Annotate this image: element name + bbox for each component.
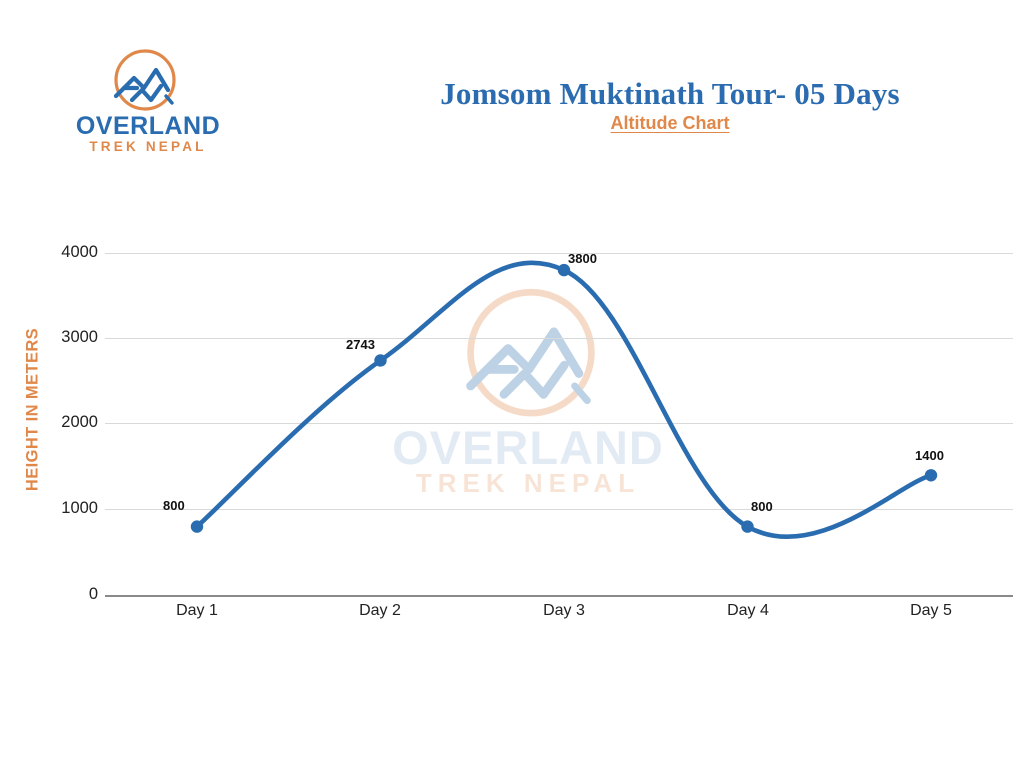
mountain-circle-icon [104, 48, 186, 120]
point-label-day-2: 2743 [346, 337, 375, 352]
x-tick-label-day-3: Day 3 [543, 602, 585, 619]
x-tick-label-day-1: Day 1 [176, 602, 218, 619]
x-axis-line [105, 595, 1013, 597]
point-label-day-1: 800 [163, 498, 185, 513]
series-point-day-5 [924, 469, 938, 482]
page-title: Jomsom Muktinath Tour- 05 Days [440, 76, 900, 111]
point-label-day-5: 1400 [915, 448, 944, 463]
y-tick-label-4000: 4000 [61, 243, 98, 261]
brand-name: OVERLAND [75, 112, 221, 140]
series-markers [190, 263, 938, 533]
x-tick-label-day-5: Day 5 [910, 602, 952, 619]
brand-tagline: TREK NEPAL [89, 139, 207, 154]
x-tick-label-day-4: Day 4 [727, 602, 769, 619]
series-point-day-3 [557, 263, 571, 277]
series-point-day-4 [741, 520, 754, 533]
point-label-day-3: 3800 [568, 251, 597, 266]
y-tick-label-1000: 1000 [61, 499, 98, 517]
y-tick-label-0: 0 [88, 585, 98, 603]
series-point-day-2 [374, 354, 387, 367]
gridline-2000 [105, 423, 1013, 424]
gridline-3000 [105, 338, 1013, 339]
y-tick-label-3000: 3000 [61, 328, 98, 346]
x-tick-label-day-2: Day 2 [359, 602, 401, 619]
brand-logo: OVERLAND TREK NEPAL [68, 48, 228, 156]
y-tick-label-2000: 2000 [61, 413, 98, 431]
series-line [194, 260, 934, 540]
page-subtitle: Altitude Chart [610, 113, 730, 133]
point-label-day-4: 800 [751, 499, 773, 514]
gridline-1000 [105, 509, 1013, 510]
gridline-4000 [105, 253, 1013, 254]
series-point-day-1 [190, 520, 204, 533]
